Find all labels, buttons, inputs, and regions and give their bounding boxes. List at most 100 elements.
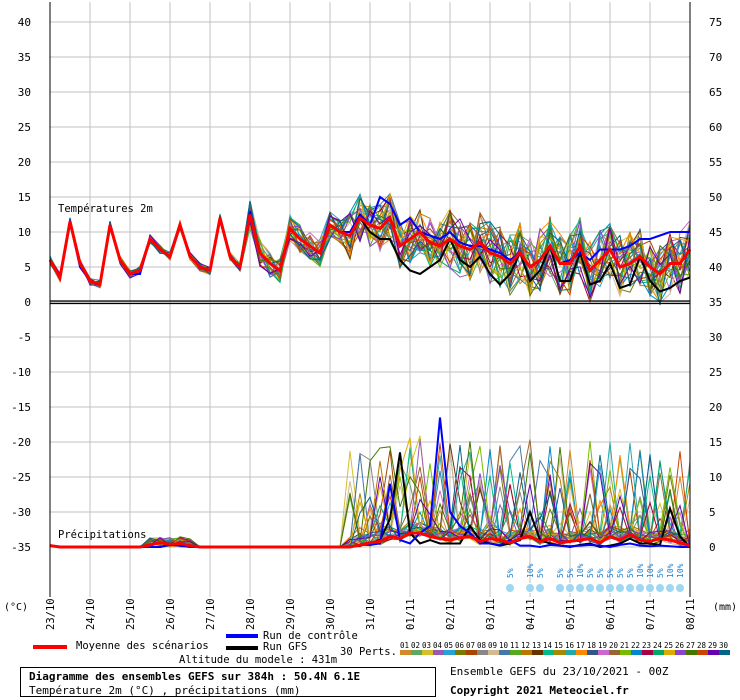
perturbation-legend-label: 28	[697, 641, 707, 650]
snow-probability-label: 10%	[526, 563, 535, 578]
snow-flake-icon	[645, 583, 655, 593]
perturbation-legend-label: 24	[653, 641, 663, 650]
snow-flake-icon	[565, 583, 575, 593]
perturbation-legend-swatch	[521, 650, 532, 655]
right-tick-label: 5	[709, 506, 716, 519]
x-tick-label: 05/11	[565, 598, 577, 630]
snow-probability-label: 5%	[556, 568, 565, 578]
perturbation-legend-label: 12	[521, 641, 530, 650]
right-tick-label: 0	[709, 541, 716, 554]
perturbation-legend-label: 30	[719, 641, 729, 650]
perturbation-precip-line	[49, 462, 691, 548]
snow-probability-label: 5%	[656, 568, 665, 578]
snow-flake-icon	[635, 583, 645, 593]
snow-probability-label: 10%	[576, 563, 585, 578]
x-tick-label: 25/10	[125, 598, 137, 630]
perturbation-legend-swatch	[444, 650, 455, 655]
mean-legend-line	[33, 645, 67, 649]
right-tick-label: 35	[709, 296, 722, 309]
perturbation-legend-swatch	[620, 650, 631, 655]
right-tick-label: 70	[709, 51, 722, 64]
perturbation-legend-swatch	[422, 650, 433, 655]
left-axis-unit: (°C)	[4, 602, 28, 613]
right-tick-label: 50	[709, 191, 722, 204]
left-tick-label: -25	[11, 471, 31, 484]
perturbation-legend-swatch	[576, 650, 587, 655]
perturbation-legend-label: 25	[664, 641, 673, 650]
perturbation-legend-label: 16	[565, 641, 575, 650]
perturbation-legend-swatch	[499, 650, 510, 655]
control-legend-label: Run de contrôle	[263, 630, 358, 642]
perturbation-legend-label: 11	[510, 641, 519, 650]
left-tick-label: -30	[11, 506, 31, 519]
x-tick-label: 01/11	[405, 598, 417, 630]
copyright: Copyright 2021 Meteociel.fr	[450, 684, 629, 697]
snow-probability-label: 10%	[666, 563, 675, 578]
right-tick-label: 55	[709, 156, 722, 169]
mean-legend-label: Moyenne des scénarios	[76, 640, 209, 652]
perturbation-legend-label: 13	[532, 641, 541, 650]
perturbation-temp-line	[49, 209, 691, 299]
perturbation-legend-label: 21	[620, 641, 629, 650]
perturbation-legend-swatch	[455, 650, 466, 655]
diagram-subtitle: Température 2m (°C) , précipitations (mm…	[29, 684, 301, 697]
perturbation-legend-swatch	[477, 650, 488, 655]
perturbation-legend-label: 05	[444, 641, 453, 650]
left-tick-label: 0	[24, 296, 31, 309]
left-tick-label: -15	[11, 401, 31, 414]
perturbation-legend-label: 14	[543, 641, 553, 650]
x-tick-label: 04/11	[525, 598, 537, 630]
x-tick-label: 07/11	[645, 598, 657, 630]
perturbation-legend-label: 19	[598, 641, 607, 650]
left-tick-label: -10	[11, 366, 31, 379]
snow-probability-label: 5%	[506, 568, 515, 578]
y-axis-labels: 4035302520151050-5-10-15-20-25-30-357570…	[11, 16, 722, 554]
perturbation-legend-swatch	[686, 650, 697, 655]
snow-flake-icon	[595, 583, 605, 593]
x-axis-labels: 23/10 24/10 25/10 26/10 27/10 28/10 29/10 30/10…	[45, 598, 697, 630]
perturbation-legend-swatch	[488, 650, 499, 655]
precipitation-section-label: Précipitations	[58, 529, 147, 541]
snow-flake-icon	[625, 583, 635, 593]
x-tick-label: 03/11	[485, 598, 497, 630]
snow-flake-icon	[675, 583, 685, 593]
snow-flake-icon	[575, 583, 585, 593]
snow-flake-icon	[615, 583, 625, 593]
x-tick-label: 24/10	[85, 598, 97, 630]
perturbation-legend-swatch	[697, 650, 708, 655]
left-tick-label: 10	[18, 226, 31, 239]
left-tick-label: 40	[18, 16, 31, 29]
right-tick-label: 10	[709, 471, 722, 484]
left-tick-label: 35	[18, 51, 31, 64]
x-tick-label: 26/10	[165, 598, 177, 630]
x-tick-label: 29/10	[285, 598, 297, 630]
left-tick-label: -5	[18, 331, 31, 344]
perturbation-legend-swatch	[675, 650, 686, 655]
right-axis-unit: (mm)	[713, 602, 737, 613]
perturbation-legend-label: 04	[433, 641, 443, 650]
perturbation-legend-label: 29	[708, 641, 717, 650]
snow-probability-label: 10%	[676, 563, 685, 578]
snow-flake-icon	[525, 583, 535, 593]
perturbations-label: 30 Perts.	[340, 646, 397, 658]
gfs-legend-label: Run GFS	[263, 641, 308, 653]
x-tick-label: 30/10	[325, 598, 337, 630]
perturbation-legend-swatch	[400, 650, 411, 655]
snow-flake-icon	[505, 583, 515, 593]
perturbation-legend-swatch	[433, 650, 444, 655]
ensemble-run-info: Ensemble GEFS du 23/10/2021 - 00Z	[450, 665, 669, 678]
snow-probability-label: 5%	[566, 568, 575, 578]
snow-probability-label: 5%	[586, 568, 595, 578]
perturbation-legend: 01 02 03 04 05 06 07 08 09 10 11 12 13 14 15 16 17 18 19 20…	[400, 641, 730, 655]
perturbation-legend-label: 20	[609, 641, 619, 650]
x-tick-label: 27/10	[205, 598, 217, 630]
main-series-lines	[48, 195, 692, 549]
perturbation-legend-swatch	[411, 650, 422, 655]
perturbation-legend-label: 08	[477, 641, 487, 650]
snow-flake-icon	[605, 583, 615, 593]
perturbation-legend-swatch	[598, 650, 609, 655]
right-tick-label: 30	[709, 331, 722, 344]
perturbation-legend-swatch	[543, 650, 554, 655]
left-tick-label: 20	[18, 156, 31, 169]
